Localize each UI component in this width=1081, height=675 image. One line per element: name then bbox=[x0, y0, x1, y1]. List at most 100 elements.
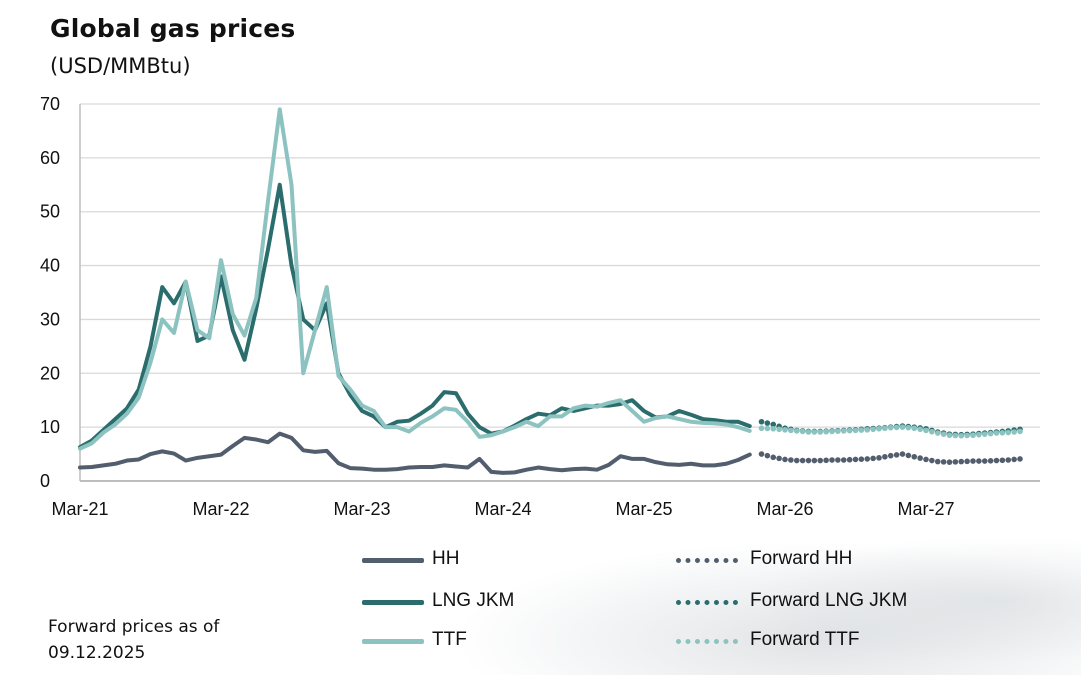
x-tick-label: Mar-26 bbox=[756, 499, 813, 519]
dot-forward-hh bbox=[870, 455, 876, 462]
dot-forward-ttf bbox=[976, 431, 982, 438]
point-forward-hh bbox=[770, 454, 777, 461]
x-tick-label: Mar-27 bbox=[897, 499, 954, 519]
dot-forward-ttf bbox=[917, 426, 923, 433]
dot-forward-ttf bbox=[952, 432, 959, 439]
dot-forward-hh bbox=[929, 457, 935, 464]
dot-forward-ttf bbox=[846, 427, 853, 434]
point-forward-ttf bbox=[981, 431, 988, 437]
dot-forward-hh bbox=[858, 456, 865, 462]
point-forward-hh bbox=[981, 458, 988, 464]
y-tick-label: 30 bbox=[40, 309, 60, 329]
point-forward-ttf bbox=[770, 425, 777, 432]
point-forward-hh bbox=[934, 458, 941, 465]
dot-forward-hh bbox=[964, 458, 970, 465]
point-forward-hh bbox=[817, 457, 824, 464]
footnote-line-1: Forward prices as of bbox=[48, 617, 220, 637]
point-forward-ttf bbox=[946, 432, 953, 439]
dot-forward-hh bbox=[882, 453, 888, 460]
point-forward-hh bbox=[864, 456, 871, 462]
legend-label-forward-hh: Forward HH bbox=[750, 548, 853, 569]
series-line-lng-jkm bbox=[78, 182, 752, 450]
point-forward-ttf bbox=[970, 432, 976, 439]
dot-forward-hh bbox=[940, 459, 947, 465]
dot-forward-hh bbox=[823, 457, 829, 464]
y-tick-label: 60 bbox=[40, 148, 60, 168]
point-forward-hh bbox=[911, 453, 918, 460]
footnote: Forward prices as of 09.12.2025 bbox=[48, 614, 219, 666]
dot-forward-ttf bbox=[893, 424, 900, 431]
legend-label-forward-lng-jkm: Forward LNG JKM bbox=[750, 590, 908, 611]
dot-forward-ttf bbox=[788, 427, 794, 434]
point-forward-hh bbox=[793, 457, 800, 464]
dot-forward-hh bbox=[917, 455, 923, 461]
dot-forward-hh bbox=[846, 456, 853, 463]
point-forward-ttf bbox=[829, 428, 835, 435]
x-tick-label: Mar-21 bbox=[51, 499, 108, 519]
dot-forward-hh bbox=[835, 457, 841, 463]
point-forward-ttf bbox=[864, 427, 871, 433]
x-tick-label: Mar-22 bbox=[192, 499, 249, 519]
dot-forward-ttf bbox=[835, 428, 841, 434]
dot-forward-lng-jkm bbox=[764, 420, 771, 426]
x-tick-label: Mar-24 bbox=[474, 499, 531, 519]
dot-forward-hh bbox=[788, 457, 794, 463]
y-tick-label: 20 bbox=[40, 363, 60, 383]
dot-forward-ttf bbox=[929, 428, 935, 435]
point-forward-ttf bbox=[899, 424, 906, 430]
dot-forward-hh bbox=[799, 457, 806, 464]
point-forward-hh bbox=[829, 457, 835, 463]
dot-forward-ttf bbox=[940, 431, 947, 437]
footnote-line-2: 09.12.2025 bbox=[48, 643, 146, 663]
dot-forward-ttf bbox=[776, 426, 782, 433]
point-forward-hh bbox=[1017, 456, 1023, 462]
point-forward-hh bbox=[840, 457, 847, 463]
point-forward-hh bbox=[970, 458, 976, 464]
point-forward-ttf bbox=[876, 425, 882, 432]
series-line-hh bbox=[78, 431, 752, 475]
point-forward-ttf bbox=[1017, 428, 1023, 435]
y-tick-label: 10 bbox=[40, 417, 60, 437]
point-forward-ttf bbox=[911, 425, 918, 432]
legend-label-lng-jkm: LNG JKM bbox=[432, 590, 515, 611]
point-forward-lng-jkm bbox=[770, 421, 777, 428]
dot-forward-ttf bbox=[1011, 429, 1017, 435]
dot-forward-hh bbox=[776, 455, 782, 462]
legend-swatch-forward-hh bbox=[676, 558, 738, 563]
point-forward-ttf bbox=[1005, 429, 1012, 436]
point-forward-ttf bbox=[782, 427, 788, 433]
point-forward-hh bbox=[876, 455, 882, 461]
dot-forward-hh bbox=[976, 458, 982, 464]
legend-swatch-forward-lng-jkm bbox=[676, 600, 738, 605]
dot-forward-hh bbox=[893, 452, 900, 458]
dot-forward-ttf bbox=[882, 425, 888, 432]
point-forward-ttf bbox=[758, 425, 765, 432]
legend-swatch-hh bbox=[362, 558, 424, 563]
dot-forward-ttf bbox=[858, 427, 865, 433]
series-line-ttf bbox=[78, 107, 752, 451]
point-forward-hh bbox=[782, 456, 788, 463]
point-forward-hh bbox=[993, 457, 1000, 464]
point-forward-hh bbox=[958, 458, 965, 465]
point-forward-hh bbox=[923, 456, 929, 463]
dot-forward-hh bbox=[811, 457, 818, 464]
point-forward-ttf bbox=[934, 430, 941, 436]
dot-forward-ttf bbox=[905, 424, 912, 431]
point-forward-ttf bbox=[958, 432, 965, 439]
point-forward-lng-jkm bbox=[758, 418, 765, 425]
dot-forward-hh bbox=[952, 459, 959, 465]
dot-forward-hh bbox=[1011, 456, 1017, 463]
dot-forward-ttf bbox=[964, 432, 970, 439]
point-forward-ttf bbox=[840, 428, 847, 434]
point-forward-hh bbox=[946, 459, 953, 465]
point-forward-hh bbox=[1005, 457, 1012, 463]
dot-forward-ttf bbox=[987, 430, 994, 437]
x-tick-label: Mar-23 bbox=[333, 499, 390, 519]
legend-label-hh: HH bbox=[432, 548, 460, 569]
point-forward-ttf bbox=[923, 427, 929, 434]
legend-label-forward-ttf: Forward TTF bbox=[750, 629, 860, 650]
point-forward-hh bbox=[899, 451, 906, 457]
point-forward-ttf bbox=[852, 427, 859, 434]
